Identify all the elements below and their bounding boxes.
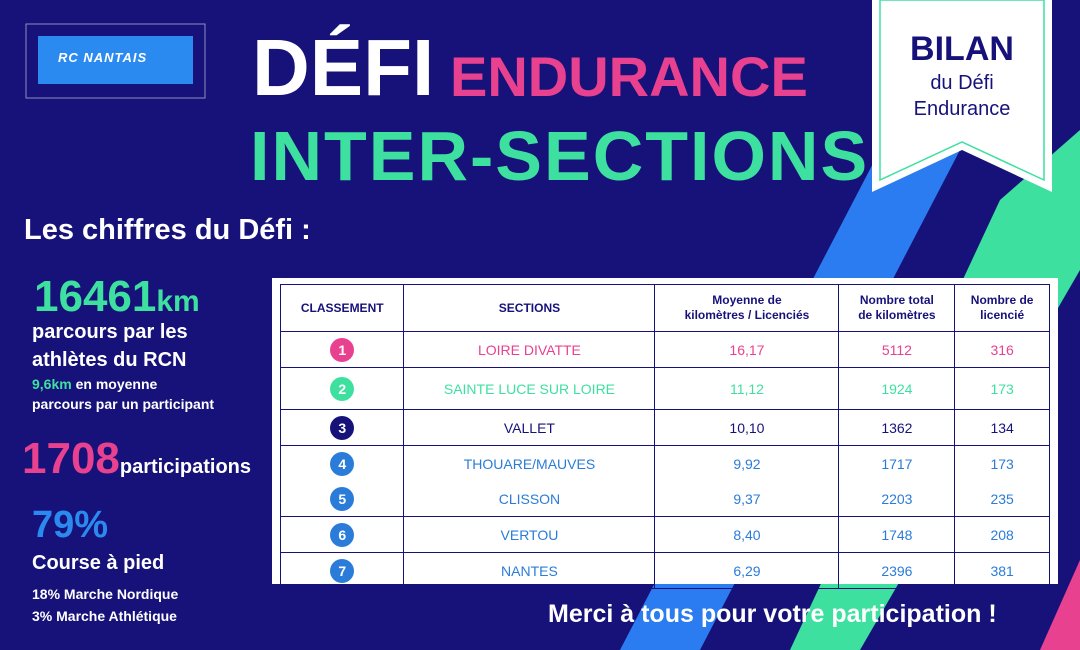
rank-badge: 1: [330, 337, 355, 362]
table-cell: 235: [954, 481, 1050, 517]
table-cell: 1717: [838, 445, 956, 481]
table-cell: 7: [279, 552, 405, 589]
header-row: CLASSEMENT SECTIONS Moyenne de kilomètres …: [279, 284, 1050, 332]
table-card: CLASSEMENT SECTIONS Moyenne de kilomètres …: [272, 278, 1058, 589]
heading: Les chiffres du Défi :: [24, 214, 311, 246]
stat-number: 1708participations: [22, 434, 251, 484]
column-header: SECTIONS: [403, 284, 656, 332]
badge-title: BILAN: [910, 30, 1014, 68]
table-cell: 5: [279, 481, 405, 517]
table-cell: 10,10: [654, 409, 840, 446]
logo-box: [38, 36, 193, 84]
table-row: 7 NANTES 6,29 2396 381: [279, 552, 1050, 589]
stat-text: 9,6km en moyenne: [32, 376, 157, 392]
table-row: 3 VALLET 10,10 1362 134: [279, 409, 1050, 446]
table-cell: 381: [954, 552, 1050, 589]
table-cell: 6: [279, 516, 405, 553]
table-cell: 11,12: [654, 367, 840, 410]
table-cell: 316: [954, 331, 1050, 368]
table-cell: 208: [954, 516, 1050, 553]
rank-badge: 2: [330, 376, 355, 401]
table-row: 1 LOIRE DIVATTE 16,17 5112 316: [279, 331, 1050, 368]
table-cell: 1362: [838, 409, 956, 446]
table-cell: 1924: [838, 367, 956, 410]
table-cell: SAINTE LUCE SUR LOIRE: [403, 367, 656, 410]
logo-text: RC NANTAIS: [58, 50, 148, 65]
table-cell: 9,92: [654, 445, 840, 481]
table-cell: 173: [954, 445, 1050, 481]
ranking-table: CLASSEMENT SECTIONS Moyenne de kilomètres …: [279, 284, 1050, 589]
stat-text: Course à pied: [32, 552, 165, 574]
table-cell: 134: [954, 409, 1050, 446]
stat-number: 16461: [34, 272, 157, 321]
column-header: Moyenne de kilomètres / Licenciés: [654, 284, 840, 332]
table-cell: 3: [279, 409, 405, 446]
stripe: [1040, 560, 1080, 650]
stat-number: 9,6km: [32, 376, 72, 392]
stat-text: participations: [119, 456, 252, 478]
table-cell: VALLET: [403, 409, 656, 446]
stat-number: 16461km: [34, 272, 200, 322]
table-cell: 173: [954, 367, 1050, 410]
table-cell: 5112: [838, 331, 956, 368]
table-row: 6 VERTOU 8,40 1748 208: [279, 516, 1050, 553]
table-cell: 16,17: [654, 331, 840, 368]
table-cell: 6,29: [654, 552, 840, 589]
stat-text: parcours par les athlètes du RCN: [32, 321, 188, 371]
logo-frame: [25, 23, 206, 99]
stat-text: en moyenne: [75, 376, 158, 392]
table-cell: LOIRE DIVATTE: [403, 331, 656, 368]
column-header: Nombre de licencié: [954, 284, 1050, 332]
rank-badge: 5: [330, 486, 355, 511]
table-cell: NANTES: [403, 552, 656, 589]
stat-text: 3% Marche Athlétique: [32, 608, 177, 624]
table-cell: CLISSON: [403, 481, 656, 517]
table-cell: 1: [279, 331, 405, 368]
title: DÉFI: [252, 23, 435, 112]
table-cell: 2396: [838, 552, 956, 589]
table-cell: 4: [279, 445, 405, 481]
table-cell: VERTOU: [403, 516, 656, 553]
table-cell: 1748: [838, 516, 956, 553]
title: ENDURANCE: [450, 45, 808, 108]
title: INTER-SECTIONS: [250, 117, 870, 195]
table-cell: 2203: [838, 481, 956, 517]
footer: Merci à tous pour votre participation !: [548, 600, 997, 628]
stat-text: parcours par un participant: [32, 396, 215, 412]
table-cell: 2: [279, 367, 405, 410]
table-cell: 8,40: [654, 516, 840, 553]
rank-badge: 7: [330, 558, 355, 583]
table-row: 4 THOUARE/MAUVES 9,92 1717 173: [279, 445, 1050, 481]
stat-number: 79%: [32, 504, 109, 546]
rank-badge: 6: [330, 522, 355, 547]
table-row: 2 SAINTE LUCE SUR LOIRE 11,12 1924 173: [279, 367, 1050, 410]
rank-badge: 4: [330, 451, 355, 476]
table-row: 5 CLISSON 9,37 2203 235: [279, 481, 1050, 517]
badge-text: Endurance: [913, 98, 1011, 120]
table-cell: 9,37: [654, 481, 840, 517]
stat-number: 1708: [22, 434, 120, 483]
column-header: CLASSEMENT: [279, 284, 405, 332]
stat-text: 18% Marche Nordique: [32, 586, 179, 602]
stat-unit: km: [156, 285, 200, 318]
rank-badge: 3: [330, 415, 355, 440]
column-header: Nombre total de kilomètres: [838, 284, 956, 332]
badge-text: du Défi: [930, 72, 994, 94]
table-cell: THOUARE/MAUVES: [403, 445, 656, 481]
badge-ribbon: [872, 0, 1052, 192]
badge-border: [879, 0, 1045, 182]
